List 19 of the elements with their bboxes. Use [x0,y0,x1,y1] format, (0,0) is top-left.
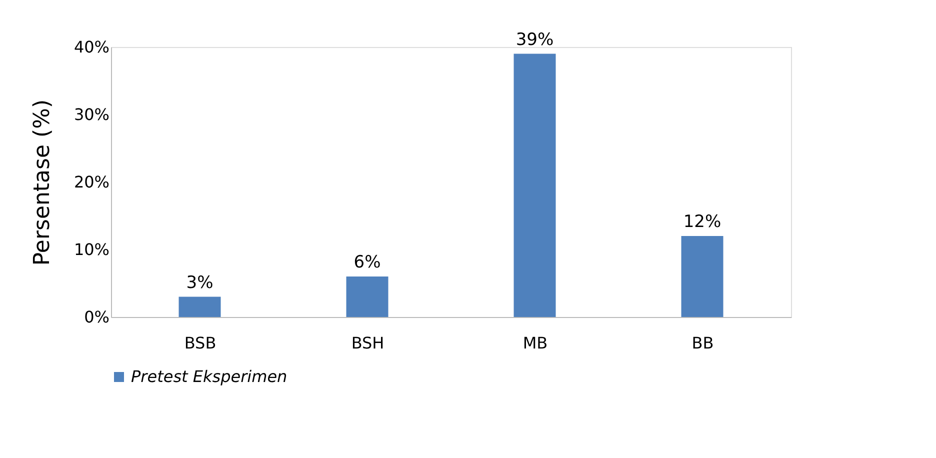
x-tick-label: BSB [184,334,216,352]
x-tick-label: BB [692,334,714,352]
y-tick-label: 0% [84,308,110,326]
data-label: 6% [354,252,381,272]
y-tick-label: 10% [74,240,110,259]
data-label: 39% [516,30,554,50]
y-tick-label: 40% [74,38,110,56]
y-tick-label: 20% [74,172,110,192]
bar [514,54,556,317]
data-label: 12% [683,212,722,232]
data-label: 3% [186,272,214,293]
bar [346,276,388,317]
bar [178,296,221,317]
legend-label: Pretest Eksperimen [131,367,288,386]
x-tick-label: MB [522,334,548,352]
x-tick-label: BSH [351,334,384,352]
y-axis-title: Persentase (%) [30,99,55,266]
y-tick-label: 30% [74,105,110,124]
bar [681,236,724,317]
